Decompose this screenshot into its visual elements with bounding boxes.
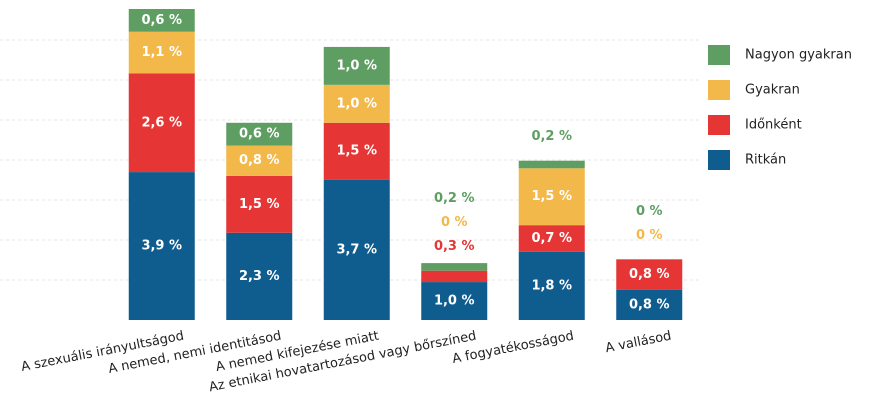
data-label: 0 % xyxy=(636,228,663,243)
bar-segment xyxy=(421,263,488,271)
data-label: 1,5 % xyxy=(336,144,377,159)
legend-label: Gyakran xyxy=(745,83,800,98)
bar-segment xyxy=(616,289,683,320)
bar-segment xyxy=(518,225,585,252)
bar-segment xyxy=(421,282,488,320)
data-label: 0,8 % xyxy=(629,267,670,282)
legend-label: Nagyon gyakran xyxy=(745,48,852,63)
data-label: 1,0 % xyxy=(434,294,475,309)
data-label: 1,5 % xyxy=(531,189,572,204)
bar-segment xyxy=(128,9,195,32)
x-tick-label: A vallásod xyxy=(604,329,672,356)
bar-segment xyxy=(616,259,683,290)
bar-segment xyxy=(128,172,195,320)
legend-label: Ritkán xyxy=(745,153,786,168)
bar-segment xyxy=(518,168,585,226)
data-label: 0,8 % xyxy=(629,297,670,312)
bar-segment xyxy=(226,175,293,233)
bar-segment xyxy=(518,160,585,169)
bar-segment xyxy=(128,73,195,173)
bar-segment xyxy=(226,122,293,146)
bar-segment xyxy=(226,232,293,320)
data-label: 1,5 % xyxy=(239,197,280,212)
data-label: 0,3 % xyxy=(434,239,475,254)
data-label: 0,7 % xyxy=(531,231,572,246)
data-label: 3,7 % xyxy=(336,242,377,257)
data-label: 1,0 % xyxy=(336,96,377,111)
bar-segment xyxy=(518,251,585,320)
legend-swatch xyxy=(708,45,730,65)
data-label: 2,3 % xyxy=(239,269,280,284)
bar-segment xyxy=(323,179,390,320)
data-label: 0 % xyxy=(441,215,468,230)
bar-segment xyxy=(323,84,390,123)
bar-segment xyxy=(421,270,488,283)
data-label: 1,8 % xyxy=(531,278,572,293)
data-label: 1,0 % xyxy=(336,58,377,73)
legend-label: Időnként xyxy=(745,118,802,133)
data-label: 2,6 % xyxy=(141,115,182,130)
bar-segment xyxy=(323,46,390,85)
bar-segment xyxy=(226,145,293,176)
data-label: 0,2 % xyxy=(531,129,572,144)
data-label: 0,6 % xyxy=(239,127,280,142)
data-label: 3,9 % xyxy=(141,239,182,254)
data-label: 0,2 % xyxy=(434,191,475,206)
data-label: 0,8 % xyxy=(239,153,280,168)
bar-segment xyxy=(128,31,195,74)
legend-swatch xyxy=(708,150,730,170)
legend-swatch xyxy=(708,80,730,100)
data-label: 1,1 % xyxy=(141,45,182,60)
data-label: 0,6 % xyxy=(141,13,182,28)
bar-segment xyxy=(323,122,390,180)
data-label: 0 % xyxy=(636,204,663,219)
legend-swatch xyxy=(708,115,730,135)
